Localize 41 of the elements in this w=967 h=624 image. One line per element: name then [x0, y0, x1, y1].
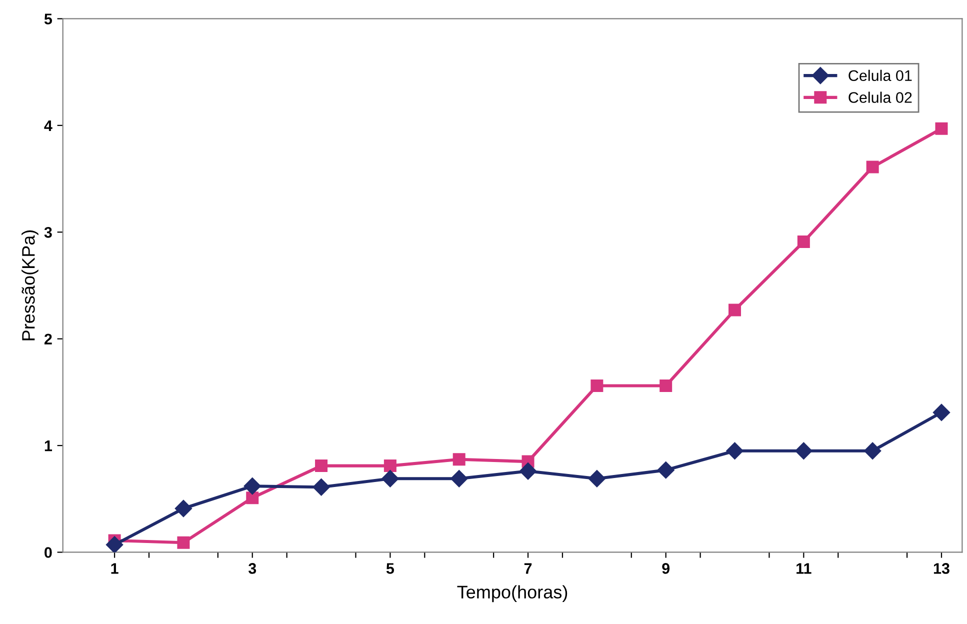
point — [106, 536, 124, 552]
point — [174, 500, 192, 518]
point — [244, 478, 261, 495]
y-tick-label: 1 — [44, 440, 52, 452]
point — [384, 460, 396, 472]
point — [935, 122, 948, 135]
y-tick-label: 4 — [44, 120, 52, 131]
x-tick-label: 5 — [386, 563, 394, 574]
point — [728, 304, 742, 316]
legend-label: Celula 01 — [848, 70, 912, 82]
point — [864, 442, 882, 460]
point — [797, 235, 810, 248]
point — [795, 442, 812, 460]
point — [382, 470, 399, 488]
y-tick-label: 0 — [44, 547, 52, 558]
x-tick-label: 7 — [524, 563, 532, 574]
point — [866, 160, 879, 174]
point — [246, 492, 259, 504]
legend-label: Celula 02 — [848, 92, 912, 103]
x-tick-label: 9 — [662, 563, 670, 574]
x-tick-label: 11 — [796, 563, 812, 574]
y-tick-label: 5 — [44, 14, 52, 24]
x-tick-label: 13 — [934, 563, 950, 574]
x-tick-label: 3 — [248, 563, 256, 574]
point — [726, 442, 744, 460]
point — [660, 380, 672, 392]
point — [519, 462, 537, 480]
point — [657, 462, 674, 479]
point — [452, 453, 466, 466]
point — [932, 404, 950, 422]
point — [177, 536, 190, 549]
y-axis-title: Pressão(KPa) — [22, 230, 38, 340]
point — [315, 460, 328, 472]
y-tick-label: 3 — [44, 226, 52, 238]
y-tick-label: 2 — [44, 334, 52, 344]
point — [450, 470, 468, 488]
x-tick-label: 1 — [111, 563, 118, 574]
x-axis-title: Tempo(horas) — [457, 585, 568, 602]
point — [590, 380, 604, 392]
point — [588, 470, 606, 488]
point — [312, 478, 330, 496]
